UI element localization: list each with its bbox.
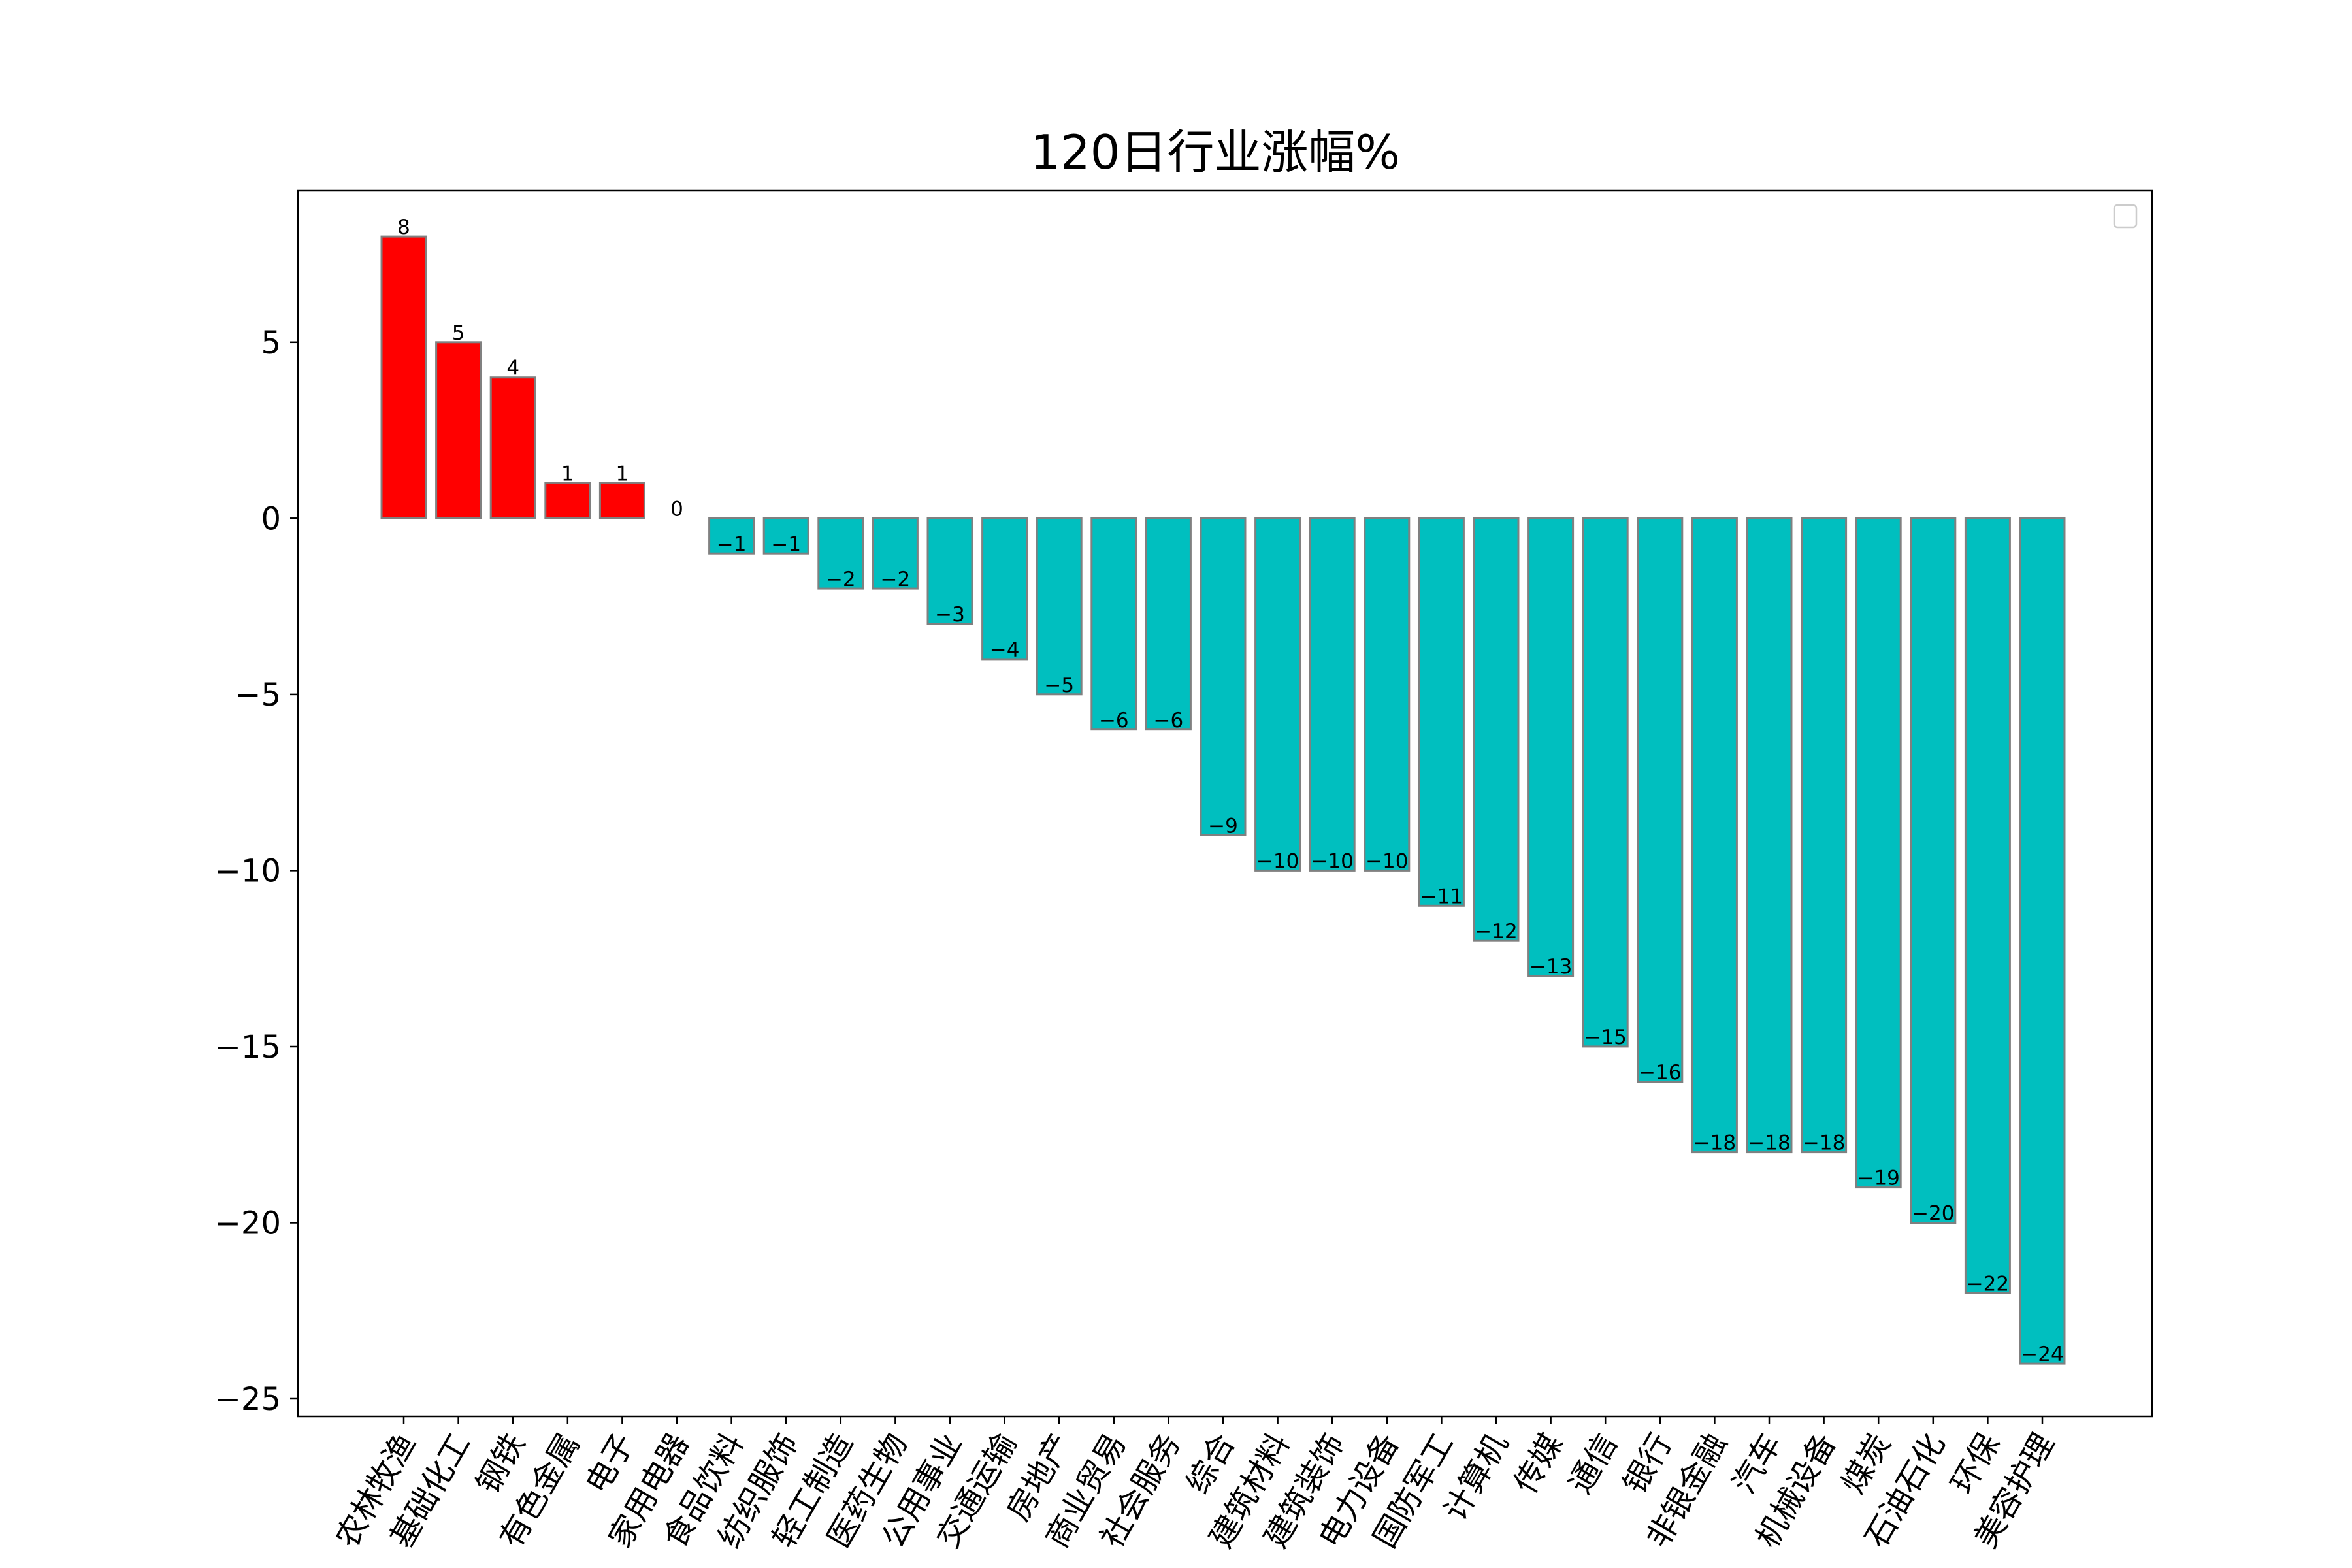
value-label-石油石化: −20 xyxy=(1912,1202,1954,1226)
plot-frame xyxy=(297,189,2153,1418)
y-tick-label-5: 5 xyxy=(261,325,281,361)
value-label-传媒: −13 xyxy=(1529,955,1572,979)
bar-汽车 xyxy=(1746,517,1793,1154)
bar-纺织服饰 xyxy=(762,517,809,555)
value-label-汽车: −18 xyxy=(1748,1132,1790,1155)
bars-layer xyxy=(380,235,2066,1365)
bar-石油石化 xyxy=(1910,517,1957,1224)
value-label-煤炭: −19 xyxy=(1857,1167,1899,1190)
value-label-计算机: −12 xyxy=(1475,920,1517,943)
bar-食品饮料 xyxy=(708,517,755,555)
bar-轻工制造 xyxy=(817,517,864,590)
value-label-电子: 1 xyxy=(616,462,629,485)
value-label-钢铁: 4 xyxy=(506,357,519,380)
value-label-通信: −15 xyxy=(1584,1026,1626,1049)
y-axis: −25 −20 −15 −10 −5 0 5 xyxy=(215,325,298,1418)
bar-国防军工 xyxy=(1418,517,1465,907)
y-tick-label--10: −10 xyxy=(215,853,281,889)
value-label-建筑装饰: −10 xyxy=(1311,849,1353,873)
bar-交通运输 xyxy=(981,517,1028,661)
value-label-综合: −9 xyxy=(1208,815,1238,838)
bar-商业贸易 xyxy=(1090,517,1137,731)
value-label-公用事业: −3 xyxy=(935,603,965,627)
value-label-银行: −16 xyxy=(1639,1061,1681,1085)
bar-电子 xyxy=(598,482,645,519)
x-tick-label-通信: 通信 xyxy=(1561,1428,1625,1500)
value-label-农林牧渔: 8 xyxy=(397,216,410,239)
value-label-机械设备: −18 xyxy=(1803,1132,1845,1155)
bar-综合 xyxy=(1200,517,1247,836)
bar-社会服务 xyxy=(1145,517,1192,731)
value-label-电力设备: −10 xyxy=(1365,849,1408,873)
bar-银行 xyxy=(1637,517,1684,1083)
value-label-建筑材料: −10 xyxy=(1256,849,1299,873)
value-label-纺织服饰: −1 xyxy=(771,532,801,556)
bar-机械设备 xyxy=(1801,517,1848,1154)
bar-通信 xyxy=(1582,517,1629,1048)
y-tick-label--15: −15 xyxy=(215,1029,281,1066)
value-label-美容护理: −24 xyxy=(2021,1343,2063,1366)
value-label-房地产: −5 xyxy=(1044,674,1074,697)
bar-农林牧渔 xyxy=(380,235,427,519)
value-label-轻工制造: −2 xyxy=(826,568,856,591)
bar-建筑材料 xyxy=(1254,517,1301,872)
bar-建筑装饰 xyxy=(1309,517,1356,872)
bar-房地产 xyxy=(1036,517,1083,696)
legend-box xyxy=(2113,204,2138,229)
bar-非银金融 xyxy=(1691,517,1738,1154)
bar-钢铁 xyxy=(489,376,536,519)
bar-计算机 xyxy=(1473,517,1520,942)
y-tick-label--20: −20 xyxy=(215,1205,281,1242)
value-labels-layer: 8 5 4 1 1 0 −1 −1 −2 −2 −3 −4 −5 −6 −6 −9 −10 −10 −10 −11 −1… xyxy=(397,216,2064,1366)
value-label-基础化工: 5 xyxy=(452,321,465,345)
bar-环保 xyxy=(1964,517,2011,1294)
value-label-交通运输: −4 xyxy=(990,638,1020,662)
value-label-非银金融: −18 xyxy=(1693,1132,1736,1155)
value-label-商业贸易: −6 xyxy=(1099,709,1129,732)
bar-传媒 xyxy=(1527,517,1575,977)
value-label-食品饮料: −1 xyxy=(717,532,747,556)
bar-电力设备 xyxy=(1364,517,1411,872)
bar-公用事业 xyxy=(926,517,973,625)
chart-title: 120日行业涨幅% xyxy=(1030,125,1400,180)
bar-有色金属 xyxy=(544,482,591,519)
y-tick-label-0: 0 xyxy=(261,500,281,537)
value-label-家用电器: 0 xyxy=(670,497,683,521)
bar-美容护理 xyxy=(2019,517,2066,1365)
y-tick-label--25: −25 xyxy=(215,1381,281,1418)
bar-基础化工 xyxy=(435,341,482,519)
x-axis: 农林牧渔基础化工钢铁有色金属电子家用电器食品饮料纺织服饰轻工制造医药生物公用事业… xyxy=(329,1416,2062,1554)
x-tick-label-传媒: 传媒 xyxy=(1507,1428,1571,1500)
value-label-环保: −22 xyxy=(1967,1272,2009,1296)
value-label-国防军工: −11 xyxy=(1420,885,1463,908)
bar-煤炭 xyxy=(1855,517,1902,1189)
value-label-社会服务: −6 xyxy=(1154,709,1184,732)
value-label-有色金属: 1 xyxy=(561,462,574,485)
y-tick-label--5: −5 xyxy=(235,677,281,713)
bar-医药生物 xyxy=(872,517,919,590)
value-label-医药生物: −2 xyxy=(881,568,911,591)
